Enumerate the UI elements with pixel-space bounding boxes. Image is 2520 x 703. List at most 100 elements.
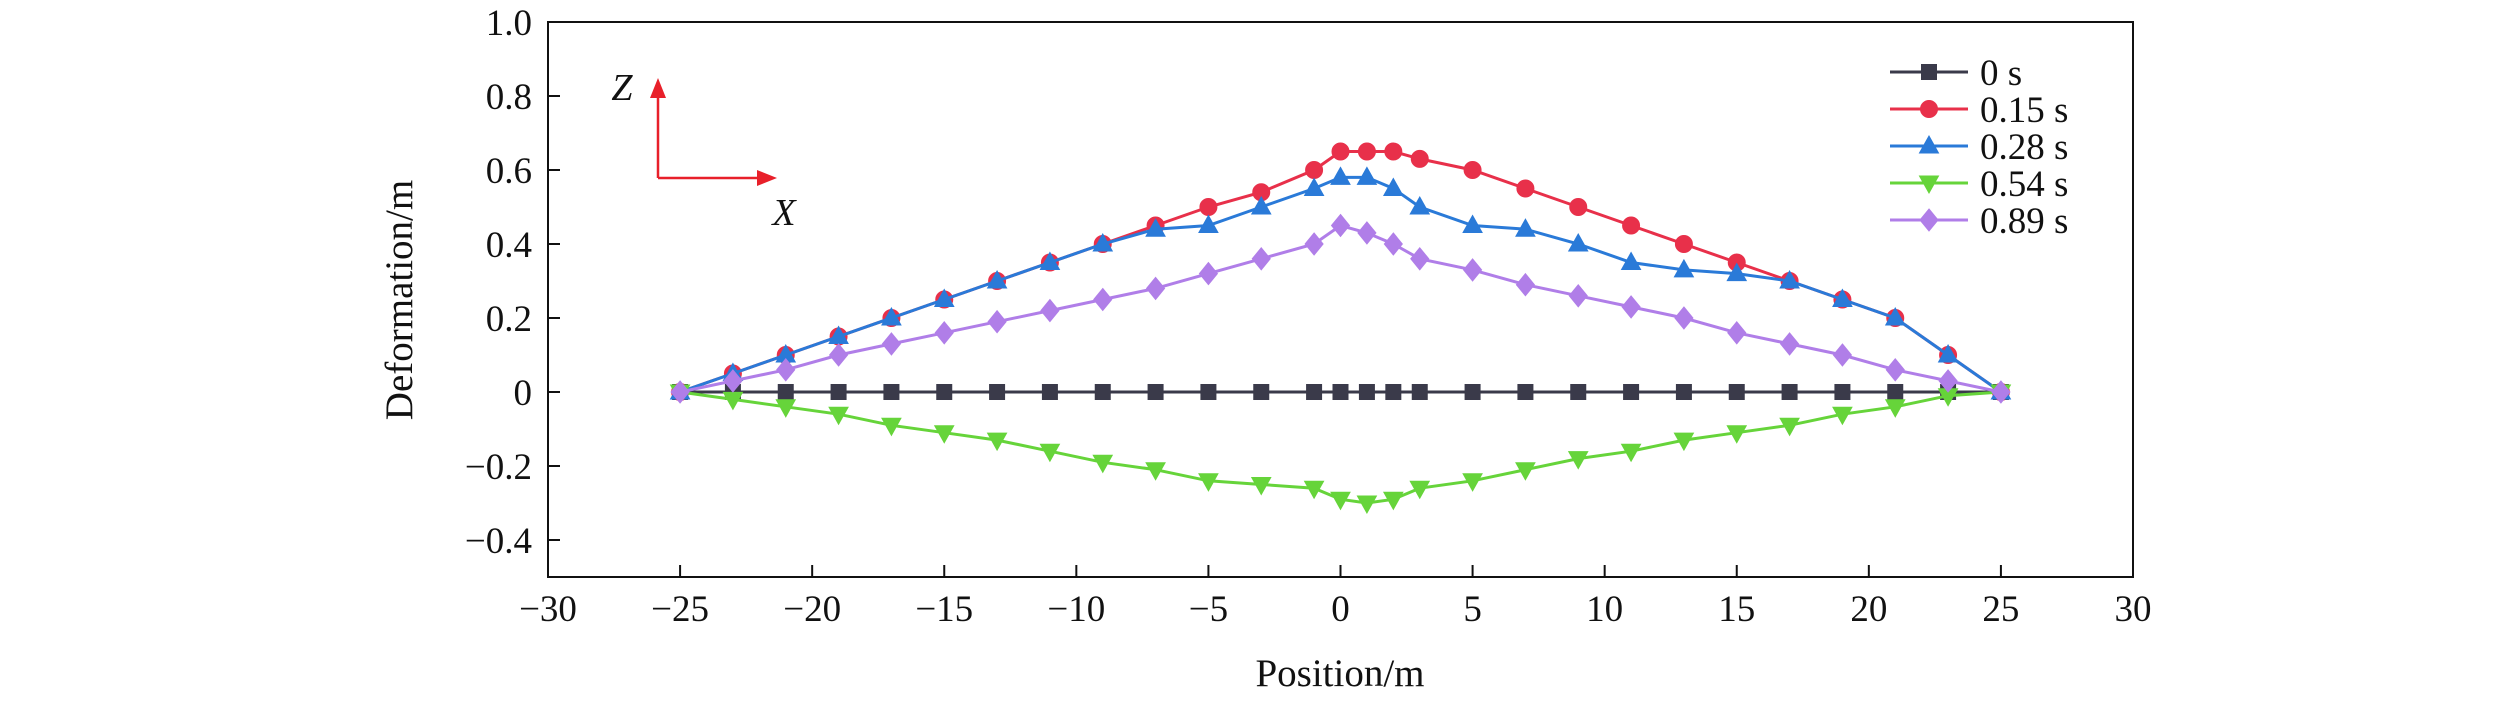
- data-point: [1332, 384, 1349, 400]
- legend-entry: 0.28 s: [1890, 127, 2068, 168]
- data-point: [1331, 142, 1350, 161]
- data-point: [933, 425, 955, 444]
- series-line: [679, 223, 2002, 394]
- data-point: [987, 309, 1007, 334]
- x-tick-label: 15: [1718, 589, 1755, 630]
- legend-marker: [1919, 208, 1939, 232]
- data-point: [986, 432, 1008, 452]
- data-point: [1623, 384, 1640, 400]
- x-arrow-head: [757, 170, 777, 186]
- data-point: [1938, 369, 1958, 393]
- data-point: [936, 384, 953, 400]
- data-point: [1411, 384, 1428, 400]
- x-axis-title: Position/m: [1255, 652, 1424, 695]
- data-point: [1039, 443, 1061, 463]
- data-point: [775, 399, 797, 418]
- data-point: [1039, 251, 1061, 270]
- legend-entry: 0.54 s: [1890, 164, 2068, 205]
- data-point: [1040, 298, 1060, 323]
- x-tick-label: 30: [2115, 589, 2152, 630]
- data-point: [1462, 258, 1483, 282]
- data-point: [1306, 384, 1323, 400]
- data-point: [1567, 451, 1589, 470]
- series-line: [679, 175, 2002, 394]
- data-point: [1200, 384, 1217, 400]
- data-point: [1779, 332, 1800, 356]
- data-point: [1515, 272, 1536, 297]
- legend-entry: 0.15 s: [1890, 90, 2068, 131]
- data-point: [1382, 491, 1404, 511]
- data-point: [1094, 384, 1111, 400]
- data-point: [1250, 477, 1272, 496]
- x-tick-label: −20: [783, 589, 841, 630]
- data-point: [881, 332, 902, 356]
- legend-label: 0.28 s: [1980, 127, 2068, 168]
- data-point: [1884, 306, 1906, 326]
- x-axis-annotation-label: X: [770, 192, 797, 234]
- series-2: [669, 166, 2012, 400]
- data-point: [1145, 276, 1166, 301]
- series-0: [672, 384, 2009, 400]
- data-point: [1517, 384, 1534, 400]
- x-tick-label: −25: [651, 589, 709, 630]
- data-point: [1622, 216, 1641, 235]
- data-point: [1303, 177, 1325, 196]
- data-point: [1410, 149, 1429, 168]
- data-point: [1885, 358, 1905, 382]
- data-point: [1620, 251, 1642, 270]
- y-tick-label: 1.0: [486, 3, 532, 44]
- x-tick-label: 5: [1463, 589, 1482, 630]
- data-point: [1330, 213, 1351, 238]
- data-point: [1384, 142, 1403, 161]
- data-point: [1779, 269, 1800, 289]
- data-point: [1356, 495, 1378, 515]
- legend-label: 0.54 s: [1980, 164, 2068, 205]
- data-point: [934, 321, 954, 345]
- data-point: [1041, 384, 1058, 400]
- data-point: [1673, 258, 1695, 278]
- data-point: [1462, 473, 1483, 492]
- legend-marker: [1920, 100, 1938, 118]
- data-point: [776, 358, 796, 382]
- data-point: [1357, 221, 1377, 245]
- y-tick-label: 0.4: [486, 225, 532, 266]
- data-point: [1305, 161, 1324, 179]
- legend-entry: 0.89 s: [1890, 201, 2068, 242]
- data-point: [1887, 384, 1904, 400]
- x-tick-label: 0: [1331, 589, 1350, 630]
- data-point: [1145, 218, 1166, 237]
- data-point: [1251, 247, 1271, 271]
- data-point: [1357, 142, 1376, 161]
- series-line: [679, 390, 2002, 505]
- data-point: [830, 384, 847, 400]
- data-point: [1330, 166, 1351, 185]
- x-tick-label: −5: [1189, 589, 1228, 630]
- data-point: [1198, 473, 1219, 492]
- y-tick-label: −0.4: [465, 521, 532, 562]
- data-point: [881, 417, 902, 437]
- y-tick-label: 0.2: [486, 299, 532, 340]
- data-point: [1303, 480, 1325, 500]
- data-point: [1673, 432, 1695, 452]
- data-point: [1358, 384, 1375, 400]
- series-3: [669, 384, 2012, 515]
- data-point: [1330, 491, 1351, 511]
- legend-marker: [1921, 64, 1937, 80]
- legend-label: 0.15 s: [1980, 90, 2068, 131]
- series-line: [679, 150, 2002, 394]
- data-point: [1356, 166, 1378, 185]
- data-point: [1250, 195, 1272, 215]
- x-tick-label: 20: [1850, 589, 1887, 630]
- data-point: [1253, 384, 1270, 400]
- data-point: [1409, 195, 1431, 215]
- data-point: [670, 380, 690, 404]
- legend-entry: 0 s: [1890, 53, 2022, 94]
- data-point: [1199, 198, 1218, 216]
- data-point: [828, 343, 849, 367]
- y-axis-title: Deformation/m: [378, 180, 421, 420]
- data-point: [1515, 462, 1536, 481]
- data-point: [1568, 284, 1588, 308]
- x-tick-label: 25: [1982, 589, 2019, 630]
- data-point: [1726, 262, 1748, 282]
- y-tick-label: 0.8: [486, 77, 532, 118]
